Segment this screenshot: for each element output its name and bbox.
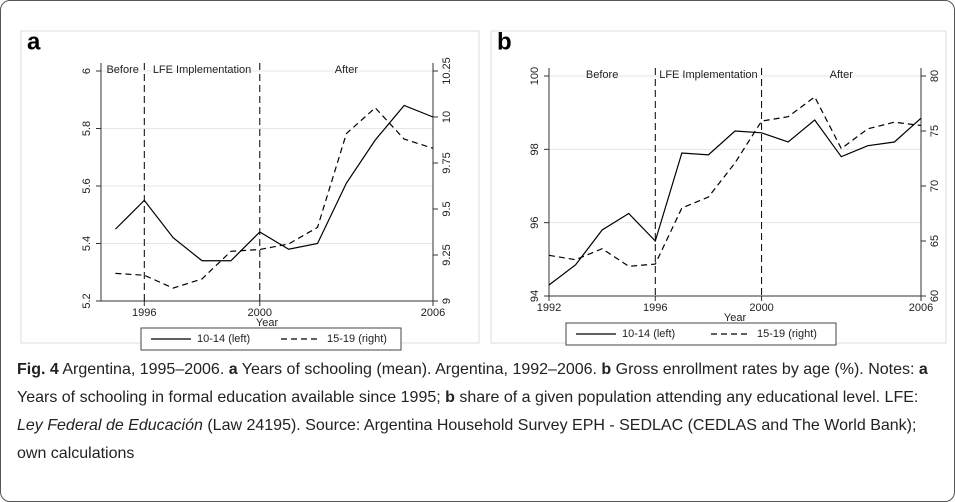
caption-part: Ley Federal de Educación: [17, 417, 203, 434]
x-tick-label: 2006: [909, 302, 933, 314]
caption-part: Gross enrollment rates by age (%). Notes…: [611, 361, 919, 378]
series-line: [115, 106, 434, 289]
period-label: LFE Implementation: [153, 64, 251, 76]
caption-part: b: [445, 389, 455, 406]
y-tick-label: 6: [81, 68, 93, 74]
legend-label: 15-19 (right): [757, 328, 817, 340]
y-tick-label: 5.4: [81, 236, 93, 251]
caption-part: a: [918, 361, 928, 378]
legend-box: [565, 322, 837, 346]
x-axis-label: Year: [724, 312, 747, 324]
y-tick-label: 96: [529, 217, 541, 229]
legend-box: [140, 327, 402, 351]
y2-tick-label: 9.75: [441, 152, 453, 173]
charts: a 5.2 5.4 5.6 5.8 6 9 9.25 9.5 9.75 10 10.25 1996 200…: [20, 28, 947, 351]
caption-part: a: [228, 361, 238, 378]
x-tick-label: 1996: [132, 307, 156, 319]
x-tick-label: 2000: [749, 302, 773, 314]
legend-label: 10-14 (left): [197, 333, 250, 345]
panel-label: a: [27, 28, 41, 55]
y2-tick-label: 10.25: [441, 57, 453, 85]
period-label: After: [335, 64, 359, 76]
y2-tick-label: 9: [441, 298, 453, 304]
y-tick-label: 94: [529, 290, 541, 302]
y2-tick-label: 9.5: [441, 201, 453, 216]
y2-tick-label: 60: [929, 290, 941, 302]
x-tick-label: 2006: [421, 307, 445, 319]
y2-tick-label: 75: [929, 125, 941, 137]
caption-part: (Law 24195). Source: Argentina Household…: [17, 417, 917, 462]
caption-part: Fig. 4: [17, 361, 59, 378]
caption-part: Argentina, 1995–2006.: [58, 361, 229, 378]
y-tick-label: 5.8: [81, 121, 93, 136]
y2-tick-label: 80: [929, 70, 941, 82]
y-tick-label: 5.2: [81, 293, 93, 308]
panel-a-box: [20, 30, 480, 344]
series-line: [548, 117, 922, 286]
x-tick-label: 2000: [248, 307, 272, 319]
period-label: Before: [106, 64, 138, 76]
y2-tick-label: 70: [929, 180, 941, 192]
series-line: [115, 104, 434, 262]
panel-label: b: [497, 28, 512, 55]
x-tick-label: 1996: [643, 302, 667, 314]
legend-label: 10-14 (left): [622, 328, 675, 340]
y-tick-label: 5.6: [81, 178, 93, 193]
legend-label: 15-19 (right): [327, 333, 387, 345]
period-label: Before: [586, 69, 618, 81]
x-tick-label: 1992: [537, 302, 561, 314]
caption-part: Years of schooling in formal education a…: [17, 389, 446, 406]
period-label: LFE Implementation: [659, 69, 757, 81]
caption-part: share of a given population attending an…: [454, 389, 919, 406]
x-axis-label: Year: [256, 317, 279, 329]
period-label: After: [830, 69, 854, 81]
y2-tick-label: 9.25: [441, 244, 453, 265]
y-tick-label: 100: [529, 67, 541, 85]
caption-part: b: [601, 361, 612, 378]
y2-tick-label: 65: [929, 235, 941, 247]
y-tick-label: 98: [529, 143, 541, 155]
y2-tick-label: 10: [441, 111, 453, 123]
caption-part: Years of schooling (mean). Argentina, 19…: [237, 361, 602, 378]
caption: Fig. 4 Argentina, 1995–2006. a Years of …: [17, 356, 942, 468]
panel-b-box: [490, 30, 947, 344]
